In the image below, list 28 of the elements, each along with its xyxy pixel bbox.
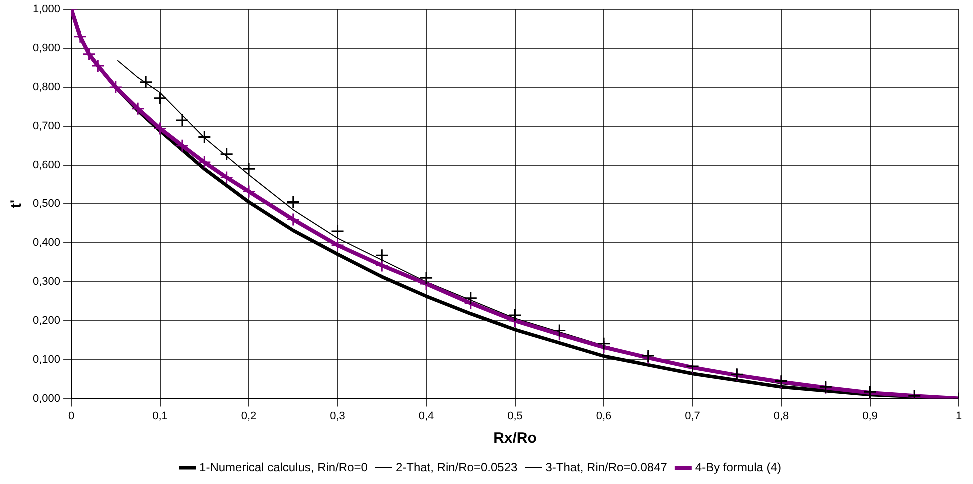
x-tick-label: 0,3	[330, 410, 346, 422]
x-tick-label: 0	[68, 410, 75, 422]
legend-label: 2-That, Rin/Ro=0.0523	[396, 460, 518, 474]
y-tick-label: 0,800	[32, 81, 61, 94]
y-tick-label: 0,400	[32, 237, 61, 250]
x-tick-label: 0,6	[596, 410, 612, 422]
y-tick-label: 0,100	[32, 354, 61, 366]
x-tick-label: 0,7	[685, 410, 700, 422]
y-tick-label: 0,600	[32, 159, 61, 172]
x-tick-label: 0,8	[774, 410, 790, 422]
x-tick-label: 0,9	[862, 410, 878, 422]
y-tick-label: 0,900	[32, 42, 61, 55]
x-axis-title: Rx/Ro	[494, 430, 537, 448]
y-tick-label: 0,300	[32, 276, 61, 288]
y-tick-label: 0,500	[32, 198, 61, 210]
y-tick-label: 0,700	[32, 120, 61, 132]
y-axis-title: t'	[8, 200, 26, 208]
legend-label: 1-Numerical calculus, Rin/Ro=0	[200, 460, 368, 474]
x-tick-label: 0,5	[508, 410, 523, 422]
y-tick-label: 1,000	[32, 4, 61, 16]
legend-label: 3-That, Rin/Ro=0.0847	[546, 460, 668, 474]
x-tick-label: 0,1	[152, 410, 168, 422]
x-tick-label: 0,4	[418, 410, 434, 422]
x-tick-label: 1	[956, 410, 962, 422]
x-tick-label: 0,2	[241, 410, 257, 422]
y-tick-label: 0,200	[32, 314, 61, 327]
legend-label: 4-By formula (4)	[695, 460, 782, 474]
y-tick-label: 0,000	[32, 392, 61, 405]
